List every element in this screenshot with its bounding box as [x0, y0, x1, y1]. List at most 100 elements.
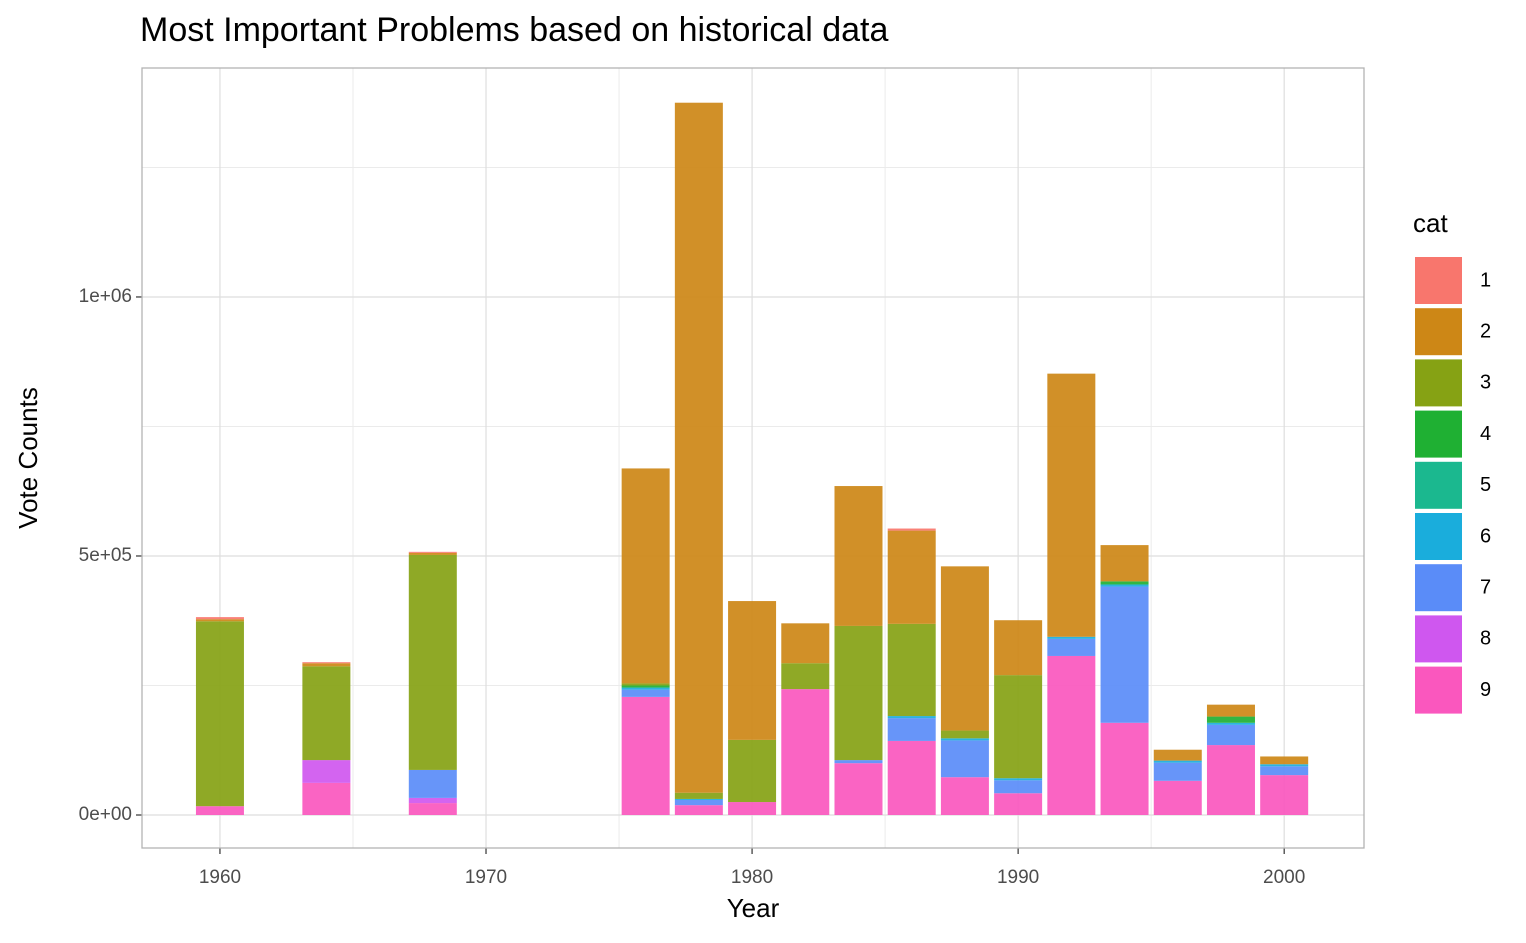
- bar-segment: [1100, 581, 1149, 585]
- chart-title: Most Important Problems based on histori…: [140, 11, 888, 49]
- y-tick-label: 5e+05: [79, 545, 132, 566]
- bar-segment: [674, 792, 723, 799]
- bar-segment: [728, 601, 777, 740]
- legend-label: 2: [1480, 320, 1491, 342]
- bar-segment: [408, 551, 457, 553]
- bar-segment: [834, 763, 883, 816]
- y-tick-label: 0e+00: [79, 804, 132, 825]
- legend-key: [1415, 257, 1462, 304]
- legend-key: [1415, 513, 1462, 560]
- bar-segment: [302, 663, 351, 667]
- bar-segment: [940, 730, 989, 739]
- bar-segment: [1153, 780, 1202, 816]
- bar-segment: [1206, 724, 1255, 746]
- bar-segment: [1260, 775, 1309, 816]
- bar-segment: [195, 806, 244, 816]
- legend-label: 4: [1480, 423, 1491, 445]
- legend-label: 9: [1480, 679, 1491, 701]
- legend-key: [1415, 564, 1462, 612]
- bar-segment: [408, 769, 457, 798]
- legend-key: [1415, 410, 1462, 458]
- bar-segment: [994, 793, 1043, 816]
- legend-label: 8: [1480, 628, 1491, 650]
- bar-segment: [834, 486, 883, 626]
- bar-segment: [994, 675, 1043, 779]
- bar-segment: [621, 468, 670, 684]
- bar-segment: [1100, 545, 1149, 582]
- bar-segment: [728, 802, 777, 816]
- bar-segment: [674, 805, 723, 816]
- x-tick-label: 1990: [997, 867, 1039, 888]
- bar-segment: [728, 739, 777, 803]
- bar-segment: [1047, 636, 1096, 639]
- x-tick-label: 2000: [1263, 867, 1305, 888]
- bar-segment: [1260, 756, 1309, 765]
- bar-segment: [302, 662, 351, 664]
- bar-segment: [195, 617, 244, 620]
- bar-segment: [940, 740, 989, 778]
- bar-segment: [834, 760, 883, 764]
- bar-segment: [887, 528, 936, 531]
- bar-segment: [781, 623, 830, 664]
- legend-key: [1415, 308, 1462, 356]
- bar-segment: [674, 798, 723, 800]
- bar-segment: [940, 777, 989, 816]
- bar-segment: [940, 566, 989, 731]
- bar-segment: [674, 799, 723, 806]
- bar-segment: [1206, 716, 1255, 723]
- bar-segment: [621, 696, 670, 816]
- legend-label: 5: [1480, 474, 1491, 496]
- bar-segment: [408, 797, 457, 804]
- bar-segment: [621, 685, 670, 688]
- x-axis-title: Year: [727, 893, 780, 923]
- bar-segment: [1153, 749, 1202, 761]
- bar-segment: [994, 780, 1043, 794]
- x-tick-label: 1960: [199, 867, 241, 888]
- y-tick-label: 1e+06: [79, 286, 132, 307]
- bar-segment: [781, 663, 830, 690]
- bar-segment: [408, 552, 457, 555]
- bar-segment: [887, 623, 936, 717]
- y-axis-title: Vote Counts: [13, 387, 43, 529]
- legend-key: [1415, 461, 1462, 509]
- bar-segment: [1100, 586, 1149, 723]
- bar-segment: [994, 778, 1043, 781]
- legend-key: [1415, 666, 1462, 714]
- bar-segment: [674, 102, 723, 793]
- legend-label: 1: [1480, 269, 1491, 291]
- bar-segment: [1206, 704, 1255, 717]
- bar-segment: [1260, 766, 1309, 776]
- bar-segment: [887, 530, 936, 624]
- bar-segment: [1047, 655, 1096, 816]
- bar-segment: [781, 689, 830, 816]
- bar-segment: [621, 683, 670, 686]
- bar-segment: [887, 740, 936, 816]
- legend-key: [1415, 615, 1462, 663]
- legend-label: 3: [1480, 372, 1491, 394]
- x-tick-label: 1970: [465, 867, 507, 888]
- legend-label: 6: [1480, 525, 1491, 547]
- legend-label: 7: [1480, 576, 1491, 598]
- bar-segment: [1206, 722, 1255, 725]
- bar-segment: [302, 782, 351, 816]
- bar-segment: [834, 625, 883, 761]
- bar-segment: [195, 621, 244, 807]
- bar-segment: [887, 718, 936, 741]
- bar-segment: [302, 666, 351, 761]
- bar-segment: [1100, 722, 1149, 816]
- bar-segment: [195, 619, 244, 622]
- bar-segment: [940, 738, 989, 741]
- legend-title: cat: [1413, 208, 1448, 238]
- legend-key: [1415, 359, 1462, 407]
- bar-segment: [1047, 638, 1096, 656]
- bar-segment: [621, 689, 670, 697]
- bar-segment: [621, 687, 670, 690]
- bar-segment: [1153, 762, 1202, 781]
- bar-segment: [1260, 764, 1309, 767]
- bar-segment: [408, 554, 457, 770]
- bar-segment: [887, 716, 936, 719]
- x-tick-label: 1980: [731, 867, 773, 888]
- bar-segment: [1100, 584, 1149, 587]
- bar-segment: [1153, 760, 1202, 763]
